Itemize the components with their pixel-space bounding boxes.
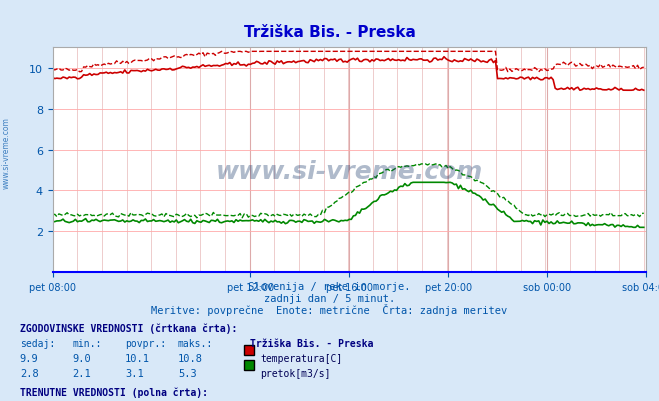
Text: Slovenija / reke in morje.: Slovenija / reke in morje. bbox=[248, 282, 411, 292]
Text: 2.1: 2.1 bbox=[72, 369, 91, 379]
Text: min.:: min.: bbox=[72, 338, 102, 348]
Text: ZGODOVINSKE VREDNOSTI (črtkana črta):: ZGODOVINSKE VREDNOSTI (črtkana črta): bbox=[20, 323, 237, 333]
Text: 9.9: 9.9 bbox=[20, 353, 38, 363]
Text: zadnji dan / 5 minut.: zadnji dan / 5 minut. bbox=[264, 293, 395, 303]
Text: povpr.:: povpr.: bbox=[125, 338, 166, 348]
Text: Meritve: povprečne  Enote: metrične  Črta: zadnja meritev: Meritve: povprečne Enote: metrične Črta:… bbox=[152, 303, 507, 315]
Text: 9.0: 9.0 bbox=[72, 353, 91, 363]
Text: 2.8: 2.8 bbox=[20, 369, 38, 379]
Text: pretok[m3/s]: pretok[m3/s] bbox=[260, 369, 331, 379]
Text: Tržiška Bis. - Preska: Tržiška Bis. - Preska bbox=[250, 338, 374, 348]
Text: Tržiška Bis. - Preska: Tržiška Bis. - Preska bbox=[244, 24, 415, 40]
Text: www.si-vreme.com: www.si-vreme.com bbox=[2, 117, 11, 188]
Text: maks.:: maks.: bbox=[178, 338, 213, 348]
Text: sedaj:: sedaj: bbox=[20, 338, 55, 348]
Text: TRENUTNE VREDNOSTI (polna črta):: TRENUTNE VREDNOSTI (polna črta): bbox=[20, 387, 208, 397]
Text: temperatura[C]: temperatura[C] bbox=[260, 353, 343, 363]
Text: 5.3: 5.3 bbox=[178, 369, 196, 379]
Text: 10.8: 10.8 bbox=[178, 353, 203, 363]
Text: www.si-vreme.com: www.si-vreme.com bbox=[215, 160, 483, 184]
Text: 3.1: 3.1 bbox=[125, 369, 144, 379]
Text: 10.1: 10.1 bbox=[125, 353, 150, 363]
